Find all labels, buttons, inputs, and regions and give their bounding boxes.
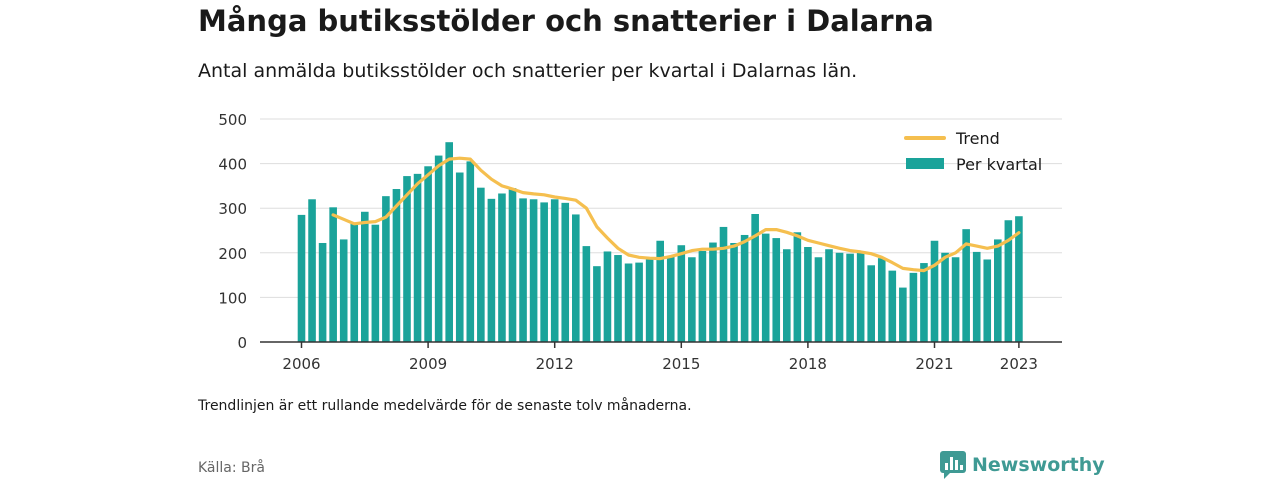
source-text: Källa: Brå <box>198 460 265 476</box>
x-tick-label: 2009 <box>409 355 447 373</box>
bar-per-kvartal <box>793 232 802 342</box>
bar-per-kvartal <box>1004 220 1013 342</box>
legend-trend-label: Trend <box>955 129 1000 148</box>
x-tick-label: 2018 <box>789 355 827 373</box>
bar-per-kvartal <box>666 255 675 342</box>
bar-per-kvartal <box>877 258 886 342</box>
bar-per-kvartal <box>466 161 475 342</box>
x-tick-label: 2023 <box>1000 355 1038 373</box>
bar-per-kvartal <box>498 193 506 342</box>
bar-per-kvartal <box>550 199 559 342</box>
y-tick-label: 500 <box>218 111 247 129</box>
bar-per-kvartal <box>477 187 485 342</box>
legend-bars-swatch <box>906 158 944 169</box>
bar-per-kvartal <box>350 222 359 342</box>
bar-per-kvartal <box>382 196 390 342</box>
bar-per-kvartal <box>677 245 686 342</box>
bar-per-kvartal <box>572 214 580 342</box>
bar-per-kvartal <box>582 246 591 342</box>
bar-per-kvartal <box>308 199 316 342</box>
legend-bars-label: Per kvartal <box>956 155 1042 174</box>
bar-per-kvartal <box>392 189 401 342</box>
bar-per-kvartal <box>983 259 992 342</box>
bar-per-kvartal <box>1015 216 1023 342</box>
bar-per-kvartal <box>519 198 527 342</box>
bar-per-kvartal <box>761 233 770 342</box>
bar-per-kvartal <box>434 155 443 342</box>
bar-per-kvartal <box>814 257 823 342</box>
bar-per-kvartal <box>487 198 496 342</box>
bar-per-kvartal <box>413 173 422 342</box>
bar-per-kvartal <box>825 249 833 342</box>
bar-per-kvartal <box>593 266 601 342</box>
newsworthy-chart-icon <box>940 451 966 479</box>
y-tick-label: 200 <box>218 245 247 263</box>
bar-per-kvartal <box>614 255 622 342</box>
bar-per-kvartal <box>772 238 781 342</box>
bar-per-kvartal <box>624 263 633 342</box>
bar-per-kvartal <box>540 202 548 342</box>
y-tick-label: 300 <box>218 200 247 218</box>
bar-per-kvartal <box>445 142 453 342</box>
y-tick-label: 400 <box>218 156 247 174</box>
bar-per-kvartal <box>318 242 327 342</box>
x-tick-label: 2006 <box>282 355 320 373</box>
bar-per-kvartal <box>751 213 759 342</box>
bar-per-kvartal <box>709 242 717 342</box>
bar-per-kvartal <box>561 202 570 342</box>
bar-per-kvartal <box>920 263 928 342</box>
bar-per-kvartal <box>804 247 812 342</box>
x-tick-label: 2012 <box>536 355 574 373</box>
trend-footnote: Trendlinjen är ett rullande medelvärde f… <box>198 398 692 414</box>
bar-per-kvartal <box>656 240 664 342</box>
bar-per-kvartal <box>339 239 348 342</box>
bar-per-kvartal <box>783 249 791 342</box>
bar-per-kvartal <box>867 265 875 342</box>
chart-subtitle: Antal anmälda butiksstölder och snatteri… <box>198 60 858 82</box>
bar-per-kvartal <box>688 257 696 342</box>
bar-per-kvartal <box>930 240 939 342</box>
bar-per-kvartal <box>846 253 854 342</box>
newsworthy-logo: Newsworthy <box>940 451 1105 479</box>
bar-per-kvartal <box>603 251 612 342</box>
bar-per-kvartal <box>740 234 749 342</box>
brand-name: Newsworthy <box>972 454 1105 476</box>
bar-per-kvartal <box>972 251 981 342</box>
bar-per-kvartal <box>635 262 643 342</box>
bar-per-kvartal <box>361 211 369 342</box>
bar-per-kvartal <box>403 176 411 342</box>
bar-per-kvartal <box>962 229 970 342</box>
bar-per-kvartal <box>329 207 337 342</box>
bar-per-kvartal <box>835 252 844 342</box>
bar-per-kvartal <box>698 251 707 342</box>
bar-per-kvartal <box>297 214 306 342</box>
x-tick-label: 2015 <box>662 355 700 373</box>
bar-per-kvartal <box>951 257 960 342</box>
y-tick-label: 0 <box>237 334 247 352</box>
chart: 0 100 200 300 400 500 2006 2009 2012 2015 2018 2021… <box>218 111 1062 373</box>
bar-per-kvartal <box>371 224 380 342</box>
bar-per-kvartal <box>730 242 738 342</box>
y-tick-label: 100 <box>218 289 247 307</box>
bar-per-kvartal <box>719 226 728 342</box>
bar-per-kvartal <box>856 252 865 342</box>
bar-per-kvartal <box>941 252 949 342</box>
trend-line <box>331 156 1021 273</box>
bar-per-kvartal <box>508 188 517 342</box>
bar-per-kvartal <box>529 199 538 342</box>
bar-per-kvartal <box>645 259 654 342</box>
bar-per-kvartal <box>455 172 464 342</box>
bar-per-kvartal <box>424 166 432 342</box>
bar-per-kvartal <box>899 287 907 342</box>
x-tick-label: 2021 <box>915 355 953 373</box>
page-title: Många butiksstölder och snatterier i Dal… <box>198 4 934 38</box>
bar-per-kvartal <box>994 239 1002 342</box>
bar-per-kvartal <box>888 270 897 342</box>
bar-per-kvartal <box>909 272 918 342</box>
